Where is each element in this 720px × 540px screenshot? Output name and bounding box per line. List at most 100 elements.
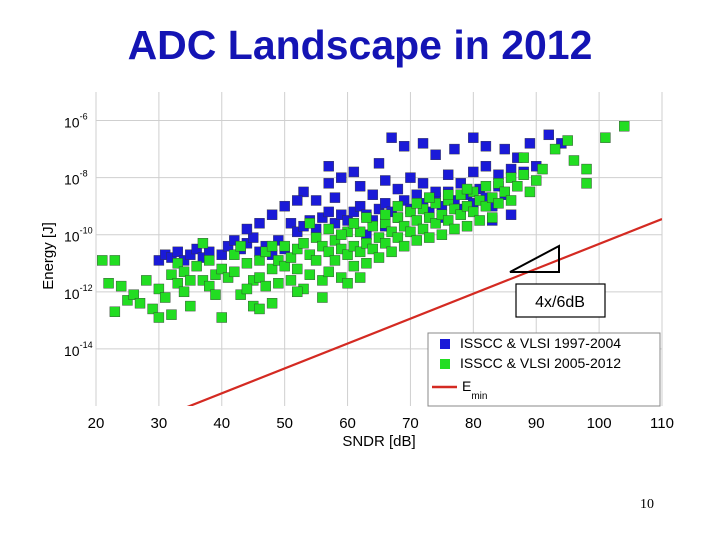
point-series2 [562,135,573,146]
point-series2 [505,195,517,206]
point-series2 [109,306,121,317]
point-series2 [216,312,227,323]
point-series2 [185,300,196,312]
point-series1 [417,178,429,189]
point-series1 [323,178,334,189]
point-series1 [398,195,410,206]
point-series2 [380,209,391,220]
point-series1 [505,209,517,220]
point-series1 [480,161,492,172]
point-series2 [386,226,397,238]
point-series2 [411,198,422,209]
point-series1 [254,218,265,229]
legend-label-series1: ISSCC & VLSI 1997-2004 [460,335,621,351]
slide-title: ADC Landscape in 2012 [127,22,593,68]
point-series2 [449,203,460,215]
point-series2 [241,283,253,295]
x-tick-labels: 20 30 40 50 60 70 80 90 100 110 [88,415,674,432]
point-series2 [197,275,209,286]
y-axis-label: Energy [J] [40,222,57,290]
point-series2 [499,186,510,198]
point-series1 [468,166,479,178]
point-series2 [392,232,404,243]
point-series2 [581,178,592,189]
point-series2 [430,198,441,209]
point-series2 [549,143,561,155]
x-tick-label: 80 [465,415,482,432]
point-series2 [461,220,473,232]
point-series2 [304,218,316,229]
x-tick-label: 20 [88,415,105,432]
point-series1 [266,209,278,220]
point-series2 [474,215,485,226]
point-series1 [417,138,429,149]
point-series2 [468,206,479,218]
point-series1 [348,206,360,218]
page-number: 10 [640,497,654,512]
point-series1 [480,141,492,152]
x-tick-label: 60 [339,415,356,432]
point-series1 [373,158,385,169]
point-series2 [203,255,215,266]
point-series1 [310,195,322,206]
point-series2 [229,249,240,260]
point-series2 [336,229,347,240]
point-series1 [292,226,303,238]
point-series1 [279,200,290,212]
point-series2 [480,200,492,212]
slope-triangle [509,244,560,273]
y-tick-label: 10-8 [64,169,88,188]
point-series2 [361,212,372,223]
point-series2 [436,229,448,240]
point-series1 [354,180,366,192]
point-series2 [361,258,372,269]
point-series1 [248,232,259,243]
x-axis-label: SNDR [dB] [342,433,415,450]
point-series1 [292,195,303,206]
point-series2 [304,249,316,260]
point-series2 [97,255,108,266]
point-series1 [323,206,334,218]
point-series2 [600,132,611,143]
point-series1 [172,246,183,258]
point-series2 [191,260,202,272]
point-series2 [524,186,536,198]
point-series1 [229,235,240,246]
point-series2 [235,240,246,252]
point-series2 [424,232,435,243]
point-series2 [323,246,334,258]
legend-marker-series1 [440,339,450,349]
point-series2 [424,192,435,203]
point-series1 [336,209,347,220]
point-series2 [153,312,165,323]
point-series2 [266,298,278,309]
point-series1 [449,143,460,155]
point-series2 [518,169,529,180]
point-series2 [354,246,366,258]
point-series2 [512,180,523,192]
point-series2 [373,232,385,243]
point-series1 [222,240,234,252]
y-tick-label: 10-6 [64,112,88,131]
point-series2 [254,272,265,283]
point-series2 [109,255,121,266]
y-tick-label: 10-14 [64,340,93,359]
point-series2 [317,240,328,252]
point-series2 [348,260,360,272]
x-tick-label: 110 [650,415,674,432]
point-series2 [455,189,466,200]
point-series2 [336,243,347,255]
slope-label: 4x/6dB [535,294,585,311]
point-series2 [411,215,422,226]
point-series1 [499,143,510,155]
point-series2 [380,238,391,249]
point-series2 [505,172,517,183]
point-series1 [398,141,410,152]
point-series1 [153,255,165,266]
point-series2 [178,266,190,278]
point-series2 [229,266,240,278]
point-series1 [442,169,454,180]
point-series2 [424,212,435,223]
point-series1 [185,249,196,260]
point-series2 [398,220,410,232]
